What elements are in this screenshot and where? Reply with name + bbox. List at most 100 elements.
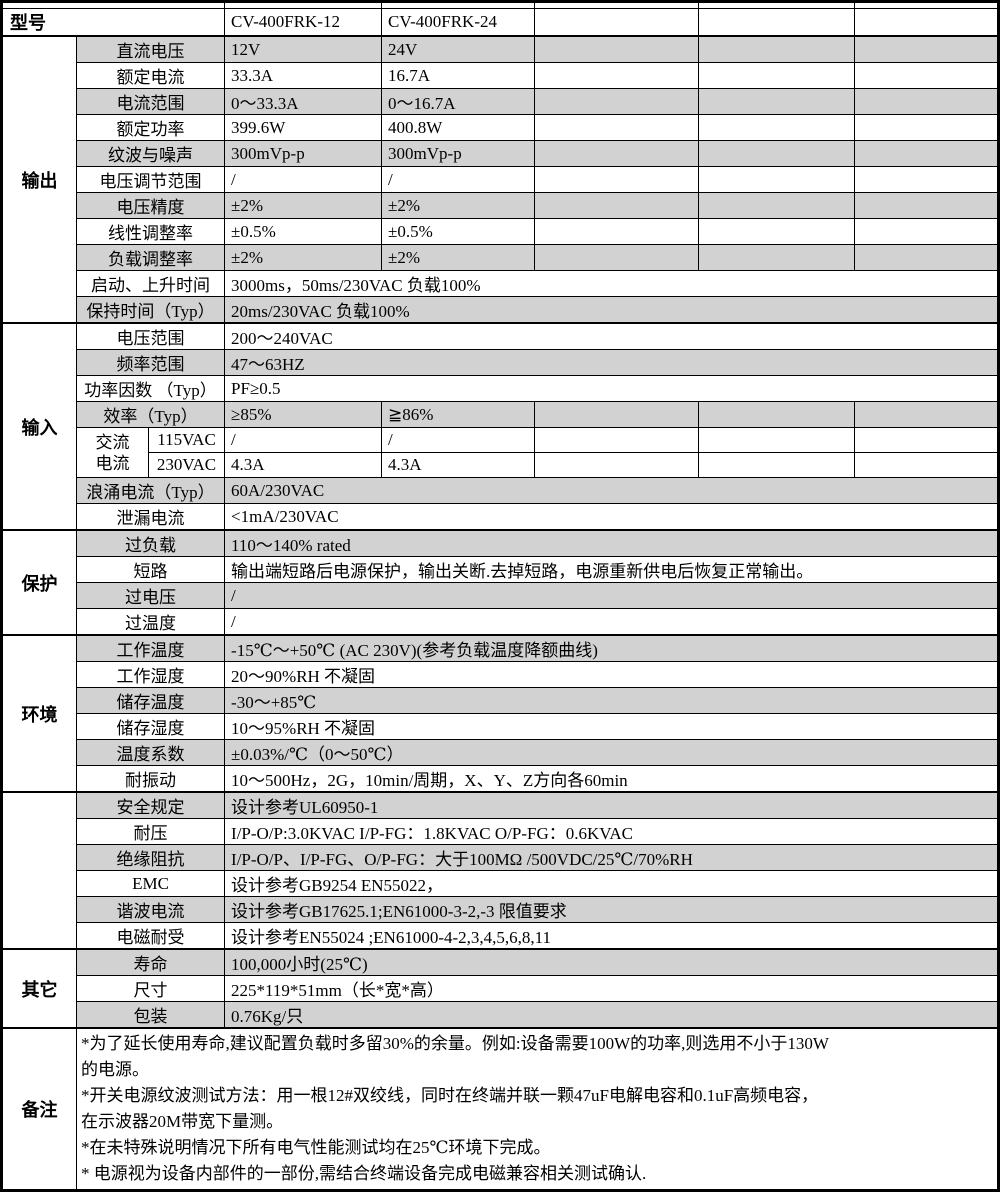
table-row: 耐压 I/P-O/P:3.0KVAC I/P-FG：1.8KVAC O/P-FG：… [2, 818, 1000, 845]
param-label: 工作湿度 [75, 661, 226, 688]
table-row: 绝缘阻抗 I/P-O/P、I/P-FG、O/P-FG：大于100MΩ /500VD… [2, 844, 1000, 871]
group-cell: 输出 [1, 35, 77, 324]
table-row: 型号 CV-400FRK-12 CV-400FRK-24 [0, 8, 1000, 37]
empty-cell [698, 427, 856, 453]
table-row: 浪涌电流（Typ） 60A/230VAC [2, 477, 1000, 504]
empty-cell [854, 218, 1000, 245]
sub-param-label: 115VAC [147, 427, 226, 453]
value-cell: / [224, 608, 1000, 636]
value-cell: ±0.5% [381, 218, 536, 245]
empty-cell [534, 401, 700, 428]
empty-cell [534, 166, 700, 193]
empty-cell [698, 244, 856, 271]
value-cell: 12V [224, 35, 383, 63]
empty-cell [698, 62, 856, 89]
value-cell: 4.3A [381, 452, 536, 478]
value-cell: ≧86% [381, 401, 536, 428]
value-cell: 20ms/230VAC 负载100% [224, 296, 1000, 324]
param-label: 尺寸 [75, 975, 226, 1002]
note-line: *为了延长使用寿命,建议配置负载时多留30%的余量。例如:设备需要100W的功率… [81, 1034, 829, 1053]
value-cell: 0.76Kg/只 [224, 1001, 1000, 1029]
value-cell: 47～63HZ [224, 349, 1000, 376]
empty-cell [534, 35, 700, 63]
empty-cell [534, 140, 700, 167]
param-label: 电磁耐受 [75, 922, 226, 950]
table-row: 谐波电流 设计参考GB17625.1;EN61000-3-2,-3 限值要求 [2, 896, 1000, 923]
param-label: 过负载 [75, 529, 226, 557]
value-cell: 设计参考UL60950-1 [224, 791, 1000, 819]
value-cell: I/P-O/P、I/P-FG、O/P-FG：大于100MΩ /500VDC/25… [224, 844, 1000, 871]
table-row: 泄漏电流 <1mA/230VAC [2, 503, 1000, 531]
param-label: 功率因数 （Typ） [75, 375, 226, 402]
value-cell: 设计参考GB17625.1;EN61000-3-2,-3 限值要求 [224, 896, 1000, 923]
empty-cell [854, 62, 1000, 89]
table-row: 储存温度 -30～+85℃ [2, 687, 1000, 714]
empty-cell [854, 88, 1000, 115]
value-cell: 300mVp-p [224, 140, 383, 167]
table-row: 储存湿度 10～95%RH 不凝固 [2, 713, 1000, 740]
value-cell: -15℃～+50℃ (AC 230V)(参考负载温度降额曲线) [224, 634, 1000, 662]
table-row: 输出 直流电压 12V 24V [1, 35, 1000, 324]
value-cell: / [224, 582, 1000, 609]
empty-cell [854, 140, 1000, 167]
param-label: 纹波与噪声 [75, 140, 226, 167]
table-row: 线性调整率 ±0.5% ±0.5% [2, 218, 1000, 245]
empty-cell [698, 88, 856, 115]
model-value: CV-400FRK-24 [381, 8, 536, 37]
empty-cell [698, 35, 856, 63]
empty-cell [534, 244, 700, 271]
empty-cell [854, 35, 1000, 63]
value-cell: ±2% [224, 192, 383, 219]
table-row: 过温度 / [2, 608, 1000, 636]
param-label: 耐振动 [75, 765, 226, 793]
group-cell: 备注 [1, 1027, 77, 1191]
table-row: 耐振动 10～500Hz，2G，10min/周期，X、Y、Z方向各60min [2, 765, 1000, 793]
param-label: 浪涌电流（Typ） [75, 477, 226, 504]
table-row: 交流 电流 115VAC / / [2, 427, 1000, 478]
table-row: 保护 过负载 110～140% rated [1, 529, 1000, 636]
empty-cell [534, 218, 700, 245]
table-row: 额定功率 399.6W 400.8W [2, 114, 1000, 141]
param-label: 谐波电流 [75, 896, 226, 923]
corner-cell [0, 1, 226, 9]
param-label: 直流电压 [75, 35, 226, 63]
empty-cell [854, 114, 1000, 141]
value-cell: 399.6W [224, 114, 383, 141]
table-row: 其它 寿命 100,000小时(25℃) [1, 948, 1000, 1029]
empty-cell [534, 8, 700, 37]
value-cell: I/P-O/P:3.0KVAC I/P-FG：1.8KVAC O/P-FG：0.… [224, 818, 1000, 845]
value-cell: ±2% [381, 244, 536, 271]
value-cell: 0～33.3A [224, 88, 383, 115]
value-cell: 输出端短路后电源保护，输出关断.去掉短路，电源重新供电后恢复正常输出。 [224, 556, 1000, 583]
param-label: 效率（Typ） [75, 401, 226, 428]
value-cell: 10～95%RH 不凝固 [224, 713, 1000, 740]
value-cell: ±2% [381, 192, 536, 219]
table-row: 过电压 / [2, 582, 1000, 609]
value-cell: / [224, 166, 383, 193]
param-label: 电压调节范围 [75, 166, 226, 193]
empty-cell [698, 114, 856, 141]
empty-cell [224, 1, 383, 9]
value-cell: ±0.03%/℃（0～50℃） [224, 739, 1000, 766]
group-cell: 输入 [1, 322, 77, 531]
empty-cell [854, 452, 1000, 478]
table-row: 额定电流 33.3A 16.7A [2, 62, 1000, 89]
value-cell: ±0.5% [224, 218, 383, 245]
value-cell: 设计参考EN55024 ;EN61000-4-2,3,4,5,6,8,11 [224, 922, 1000, 950]
group-cell: 环境 [1, 634, 77, 793]
value-cell: ≥85% [224, 401, 383, 428]
table-row: 230VAC 4.3A 4.3A [2, 452, 1000, 478]
param-label: 负载调整率 [75, 244, 226, 271]
param-label: 绝缘阻抗 [75, 844, 226, 871]
param-label: 短路 [75, 556, 226, 583]
value-cell: 225*119*51mm（长*宽*高） [224, 975, 1000, 1002]
empty-cell [698, 452, 856, 478]
value-cell: 3000ms，50ms/230VAC 负载100% [224, 270, 1000, 297]
param-label: 安全规定 [75, 791, 226, 819]
param-label: 电流范围 [75, 88, 226, 115]
table-row: 短路 输出端短路后电源保护，输出关断.去掉短路，电源重新供电后恢复正常输出。 [2, 556, 1000, 583]
value-cell: 0～16.7A [381, 88, 536, 115]
